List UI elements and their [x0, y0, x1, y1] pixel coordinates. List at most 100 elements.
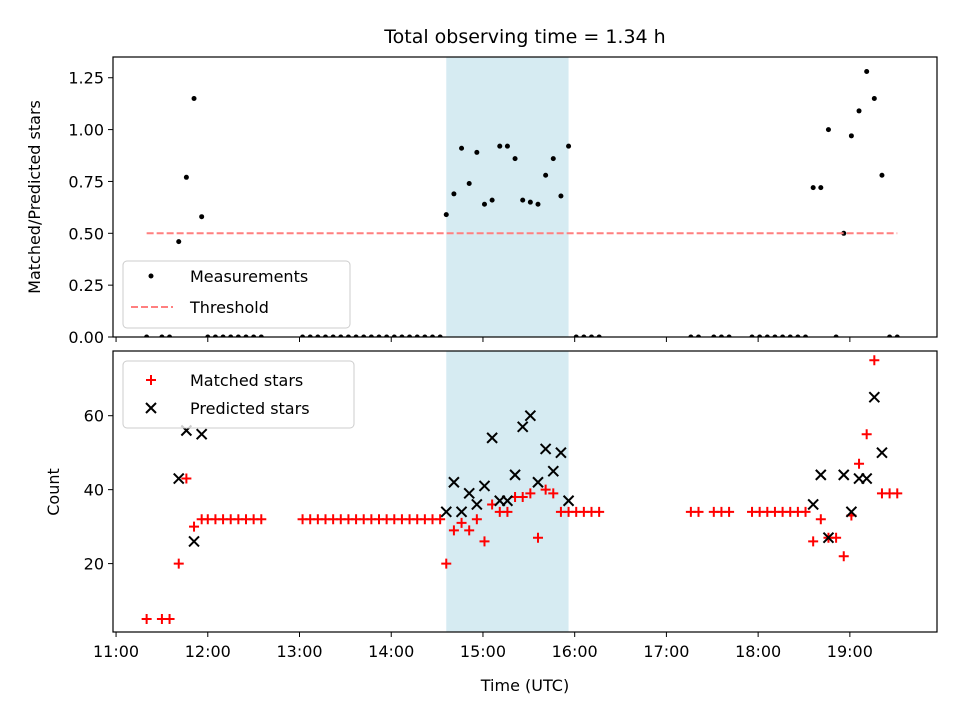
matched-stars-point: [189, 521, 200, 532]
measurements-point: [787, 334, 793, 337]
measurements-point: [391, 334, 397, 337]
y-tick-label: 40: [84, 481, 104, 500]
measurements-point: [205, 334, 211, 337]
ratio-legend-box: [122, 260, 351, 329]
predicted-stars-legend-label: Predicted stars: [190, 399, 310, 418]
predicted-stars-point: [509, 469, 521, 481]
matched-stars-point: [435, 514, 446, 525]
measurements-point: [803, 334, 809, 337]
predicted-stars-point: [815, 469, 827, 481]
measurements-point: [848, 133, 854, 139]
ratio-y-axis-label: Matched/Predicted stars: [25, 100, 44, 294]
measurements-legend-label: Measurements: [190, 267, 308, 286]
measurements-point: [422, 334, 428, 337]
measurements-point: [338, 334, 344, 337]
predicted-stars-point: [807, 498, 819, 511]
count-panel: 20 40 60 11:00 12:00 13:00 14:00 15:00 16:00 17:…: [44, 350, 938, 695]
matched-stars-point: [448, 525, 459, 536]
measurements-point: [459, 145, 465, 151]
matched-stars-legend-marker: [146, 375, 156, 385]
matched-stars-point: [464, 525, 475, 536]
x-tick-label: 18:00: [735, 642, 781, 661]
predicted-stars-point: [463, 487, 475, 500]
predicted-stars-point: [860, 472, 873, 485]
measurements-point: [764, 334, 770, 337]
measurements-point: [780, 334, 786, 337]
measurements-point: [864, 69, 870, 75]
predicted-stars-point: [173, 472, 185, 485]
predicted-stars-point: [455, 506, 468, 518]
measurements-point: [451, 191, 457, 197]
measurements-point: [795, 334, 801, 337]
measurements-point: [251, 334, 257, 337]
predicted-stars-point: [547, 465, 559, 477]
measurements-point: [497, 143, 503, 149]
matched-stars-point: [808, 536, 819, 547]
threshold-legend-label: Threshold: [189, 298, 269, 317]
measurements-point: [159, 334, 165, 337]
measurements-point: [235, 334, 241, 337]
matched-stars-point: [854, 458, 865, 469]
matched-stars-point: [548, 488, 559, 499]
measurements-point: [887, 334, 893, 337]
measurements-point: [535, 201, 541, 207]
matched-stars-point: [724, 506, 735, 517]
measurements-point: [258, 334, 264, 337]
measurements-point: [307, 334, 313, 337]
measurements-point: [183, 174, 189, 180]
x-tick-label: 12:00: [185, 642, 231, 661]
y-tick-label: 0.00: [68, 328, 104, 347]
matched-stars-point: [869, 355, 880, 366]
measurements-point: [407, 334, 413, 337]
predicted-stars-point: [822, 532, 835, 544]
matched-stars-point: [532, 532, 543, 543]
predicted-stars-point: [188, 535, 200, 548]
measurements-point: [220, 334, 226, 337]
y-tick-label: 1.00: [68, 121, 104, 140]
measurements-point: [300, 334, 306, 337]
measurements-point: [474, 149, 480, 155]
observing-window-span: [446, 57, 569, 337]
x-tick-label: 13:00: [276, 642, 322, 661]
measurements-point: [757, 334, 763, 337]
measurements-point: [696, 334, 702, 337]
matched-stars-point: [525, 488, 536, 499]
matched-stars-point: [164, 614, 175, 625]
measurements-point: [749, 334, 755, 337]
measurements-point: [243, 334, 249, 337]
measurements-point: [353, 334, 359, 337]
chart-title: Total observing time = 1.34 h: [383, 26, 665, 48]
measurements-point: [573, 334, 579, 337]
measurements-point: [581, 334, 587, 337]
matched-stars-point: [173, 558, 184, 569]
x-tick-label: 14:00: [368, 642, 414, 661]
ratio-legend: Measurements Threshold: [122, 260, 351, 329]
measurements-legend-marker: [148, 273, 154, 279]
predicted-stars-point: [845, 506, 858, 518]
measurements-point: [322, 334, 328, 337]
measurements-point: [718, 334, 724, 337]
measurements-point: [144, 334, 150, 337]
measurements-point: [176, 239, 182, 245]
measurements-point: [688, 334, 694, 337]
measurements-point: [228, 334, 234, 337]
matched-stars-point: [256, 514, 267, 525]
count-y-axis: 20 40 60: [84, 407, 113, 574]
matched-stars-point: [502, 506, 513, 517]
predicted-stars-point: [516, 421, 529, 433]
measurements-point: [212, 334, 218, 337]
count-plot-area: [141, 355, 903, 625]
matched-stars-point: [181, 473, 192, 484]
measurements-point: [399, 334, 405, 337]
matched-stars-point: [892, 488, 903, 499]
measurements-point: [726, 334, 732, 337]
y-tick-label: 60: [84, 407, 104, 426]
measurements-point: [833, 334, 839, 337]
x-tick-label: 19:00: [827, 642, 873, 661]
matched-stars-point: [141, 614, 152, 625]
matched-stars-point: [517, 492, 528, 503]
matched-stars-point: [471, 514, 482, 525]
measurements-point: [414, 334, 420, 337]
time-x-axis: 11:00 12:00 13:00 14:00 15:00 16:00 17:00 18:00…: [93, 632, 873, 661]
predicted-stars-point: [471, 498, 483, 511]
